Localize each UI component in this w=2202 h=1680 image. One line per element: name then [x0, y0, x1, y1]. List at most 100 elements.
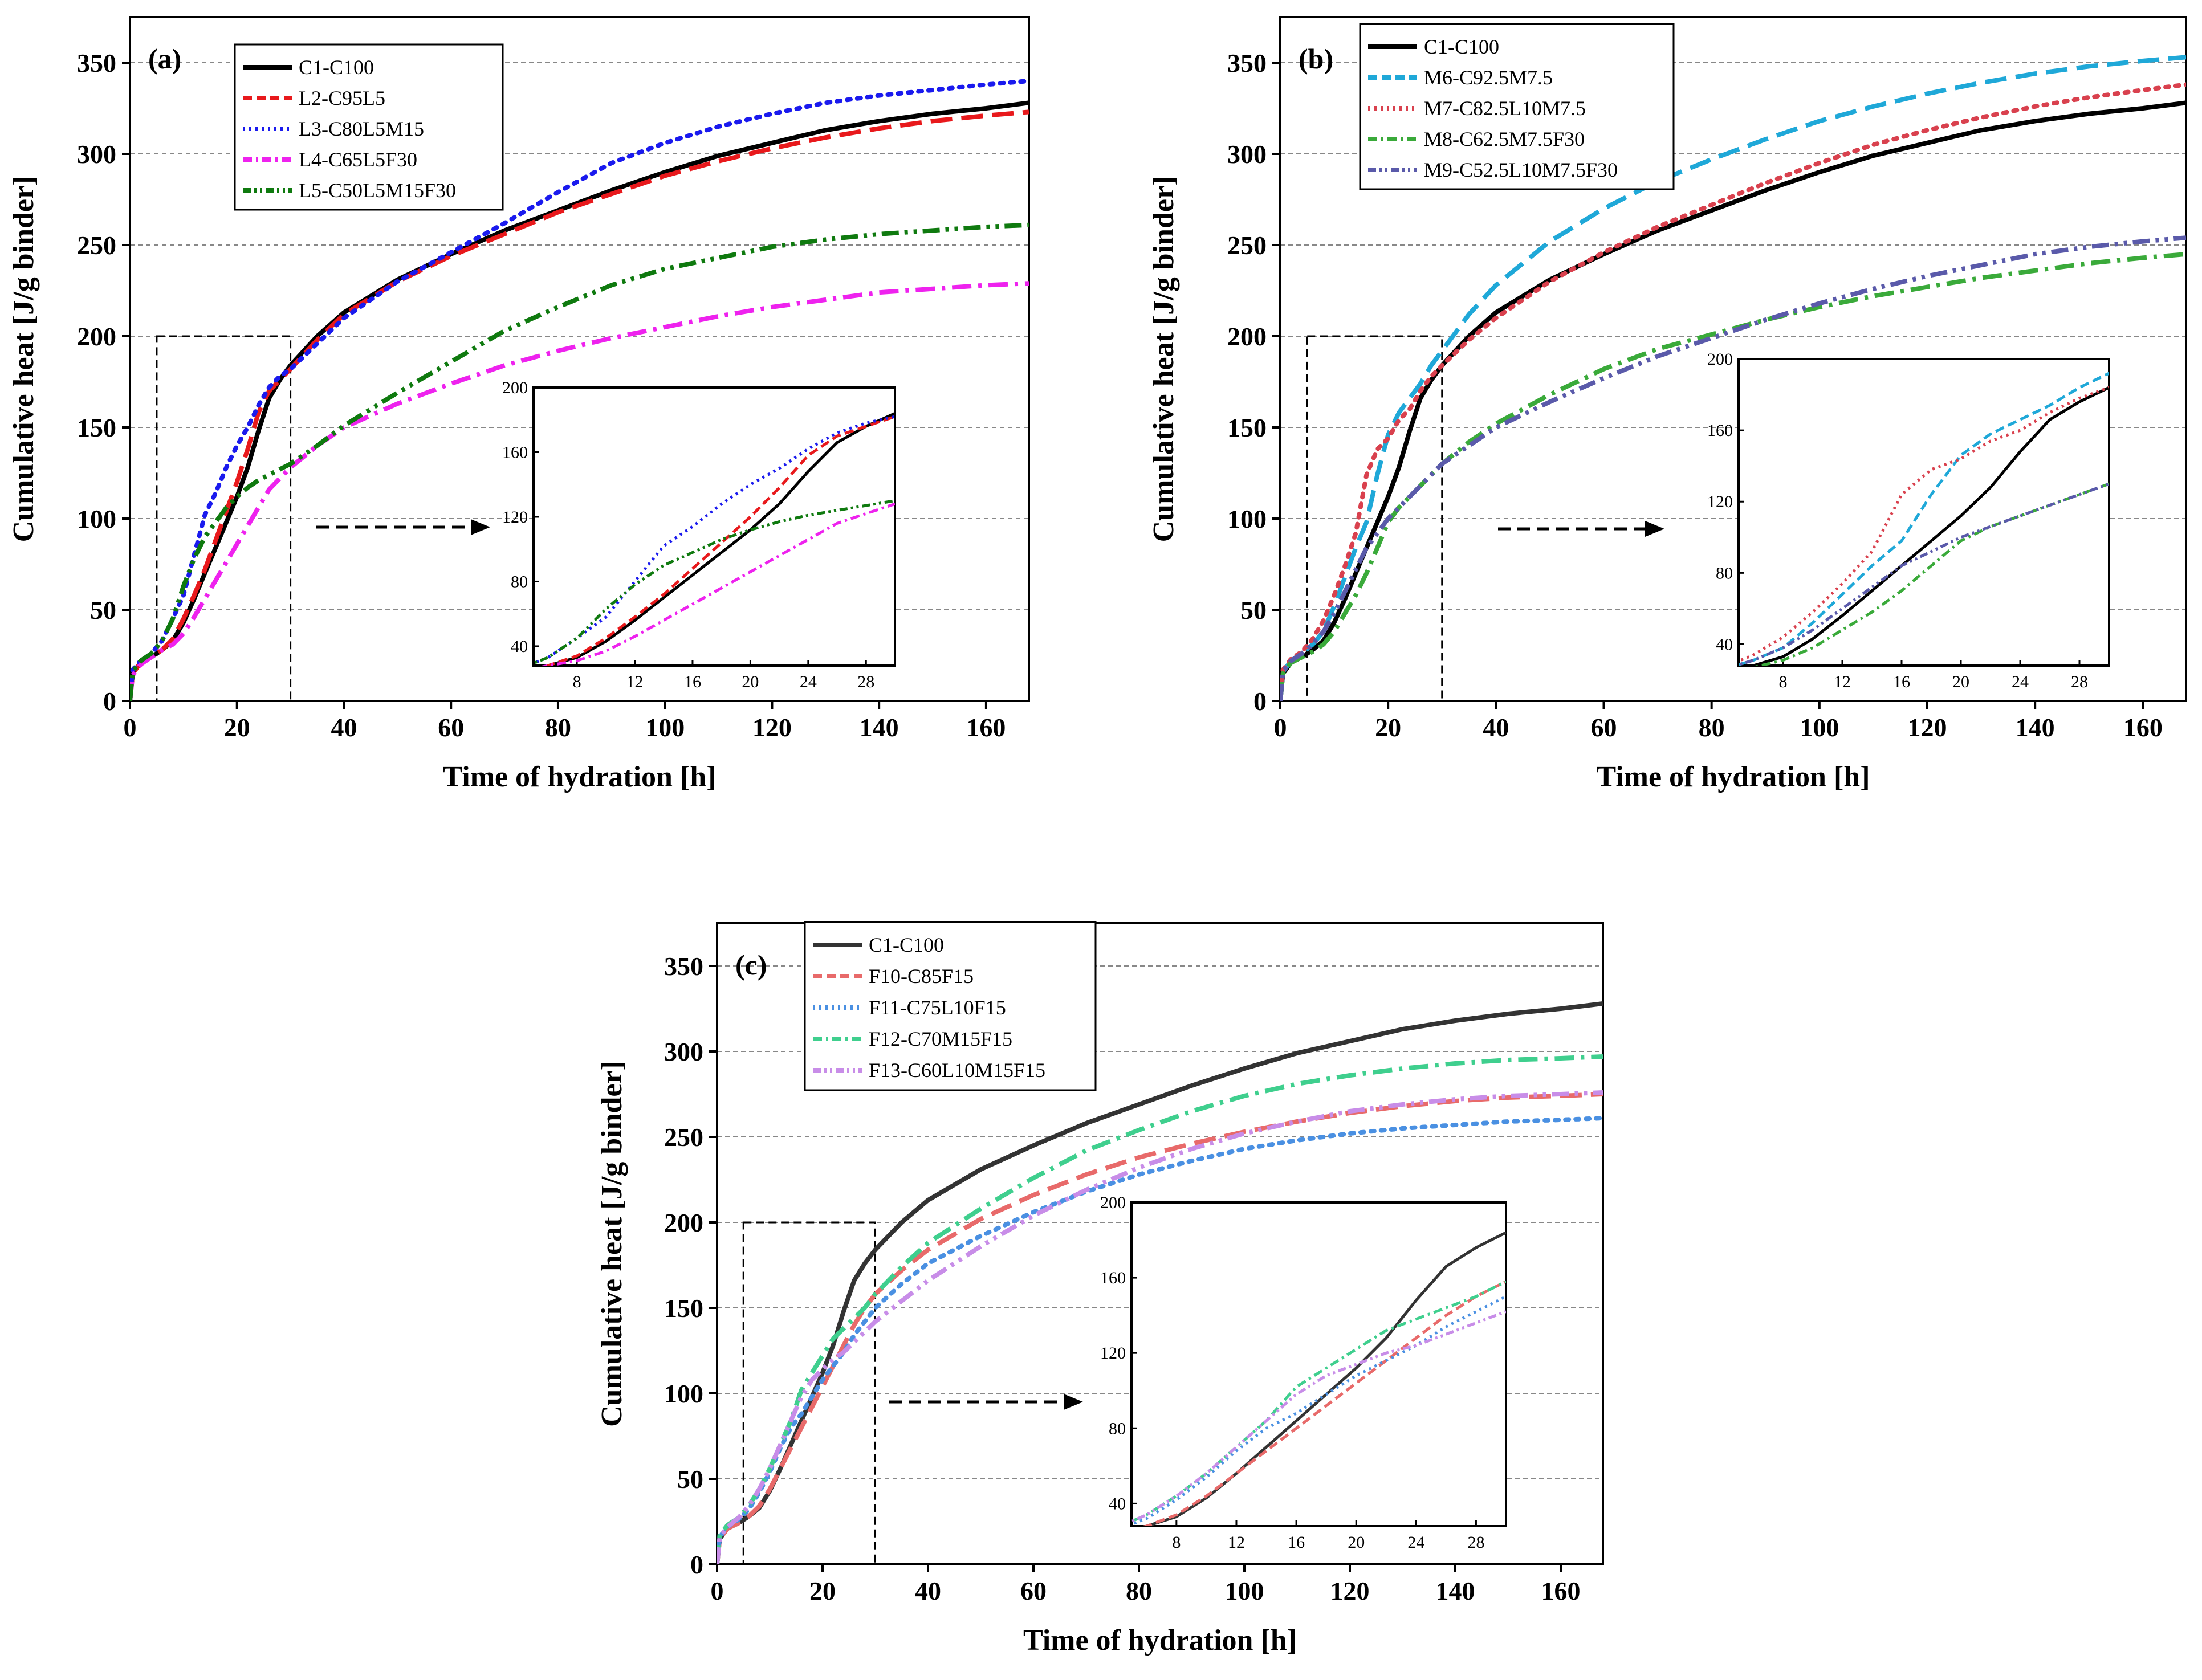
legend-label: C1-C100	[1424, 35, 1499, 58]
series-line-5	[130, 222, 1029, 701]
chart-panel-2: 0 20 40 60 80 100 120 140 160 0 50 100 150 200 250 300 3…	[1147, 16, 2187, 793]
x-tick-label: 0	[711, 1576, 724, 1605]
inset-series-line-1	[1747, 386, 2109, 666]
y-tick-label: 50	[1240, 596, 1267, 625]
x-tick-label: 80	[1126, 1576, 1152, 1605]
inset-panel: 8 12 16 20 24 28 40 80 120 160 200	[1707, 350, 2110, 691]
y-tick-label: 200	[77, 322, 116, 351]
y-tick-label: 50	[677, 1465, 703, 1494]
inset-y-tick-label: 160	[1100, 1269, 1126, 1287]
inset-y-tick-label: 200	[1707, 350, 1733, 369]
inset-series-line-5	[1131, 1310, 1506, 1523]
inset-series-line-1	[1141, 1231, 1506, 1526]
y-tick-label: 0	[690, 1550, 703, 1579]
inset-y-tick-label: 40	[1109, 1494, 1126, 1513]
inset-x-tick-label: 12	[626, 672, 644, 691]
inset-x-tick-label: 16	[1288, 1533, 1305, 1552]
y-tick-label: 350	[664, 952, 703, 981]
y-tick-label: 350	[1227, 48, 1267, 78]
legend-label: M8-C62.5M7.5F30	[1424, 128, 1585, 150]
legend-box	[804, 921, 1097, 1091]
inset-y-tick-label: 200	[502, 378, 528, 397]
x-axis-title: Time of hydration [h]	[1596, 761, 1870, 793]
x-tick-label: 0	[1274, 713, 1287, 742]
x-tick-label: 160	[1541, 1576, 1581, 1605]
x-tick-label: 120	[1330, 1576, 1370, 1605]
x-tick-label: 40	[1483, 713, 1509, 742]
x-tick-label: 160	[2123, 713, 2163, 742]
y-tick-label: 150	[1227, 413, 1267, 442]
legend-label: C1-C100	[299, 56, 374, 79]
inset-panel: 8 12 16 20 24 28 40 80 120 160 200	[502, 378, 896, 691]
x-tick-label: 40	[915, 1576, 941, 1605]
y-tick-label: 300	[664, 1037, 703, 1066]
y-tick-label: 250	[77, 231, 116, 260]
panel-label: (a)	[148, 43, 181, 75]
inset-series-line-5	[534, 499, 895, 665]
inset-frame	[532, 386, 896, 667]
legend-label: M6-C92.5M7.5	[1424, 66, 1553, 89]
legend-label: M9-C52.5L10M7.5F30	[1424, 158, 1618, 181]
inset-y-tick-label: 40	[511, 637, 528, 656]
x-tick-label: 100	[1800, 713, 1839, 742]
inset-x-tick-label: 8	[1779, 672, 1788, 691]
inset-y-tick-label: 120	[1100, 1344, 1126, 1363]
y-tick-label: 100	[1227, 504, 1267, 533]
x-tick-label: 40	[331, 713, 357, 742]
x-tick-label: 80	[545, 713, 571, 742]
series-line-2	[717, 1092, 1603, 1564]
y-tick-label: 0	[1253, 687, 1267, 716]
inset-x-tick-label: 28	[2071, 672, 2088, 691]
inset-x-tick-label: 24	[800, 672, 817, 691]
y-tick-label: 150	[77, 413, 116, 442]
inset-y-tick-label: 160	[502, 443, 528, 462]
legend-label: M7-C82.5L10M7.5	[1424, 97, 1586, 120]
panel-label: (b)	[1299, 43, 1333, 75]
inset-x-tick-label: 28	[1467, 1533, 1484, 1552]
series-line-4	[1280, 252, 2186, 701]
x-tick-label: 20	[1375, 713, 1401, 742]
inset-series-line-2	[541, 415, 895, 666]
y-tick-label: 200	[664, 1208, 703, 1237]
y-tick-label: 250	[664, 1123, 703, 1152]
inset-x-tick-label: 8	[1172, 1533, 1181, 1552]
x-axis-title: Time of hydration [h]	[1023, 1624, 1297, 1657]
panel-label: (c)	[735, 949, 767, 981]
inset-frame	[1130, 1201, 1507, 1527]
inset-y-tick-label: 80	[511, 572, 528, 591]
x-axis-title: Time of hydration [h]	[442, 761, 716, 793]
inset-x-tick-label: 24	[1407, 1533, 1424, 1552]
inset-panel: 8 12 16 20 24 28 40 80 120 160 200	[1100, 1193, 1507, 1552]
inset-series-line-3	[534, 415, 895, 665]
x-tick-label: 140	[860, 713, 899, 742]
legend-label: F10-C85F15	[869, 965, 974, 988]
x-tick-label: 100	[1225, 1576, 1264, 1605]
series-line-2	[1280, 55, 2186, 701]
inset-series-line-4	[1131, 1280, 1506, 1523]
y-tick-label: 0	[103, 687, 116, 716]
plot-frame	[716, 922, 1604, 1565]
legend-label: L3-C80L5M15	[299, 117, 424, 140]
x-tick-label: 140	[2016, 713, 2055, 742]
chart-panel-1: 0 20 40 60 80 100 120 140 160 0 50 100 150 200 250 300 3…	[7, 16, 1030, 793]
inset-x-tick-label: 8	[573, 672, 581, 691]
legend: C1-C100 M6-C92.5M7.5 M7-C82.5L10M7.5 M8-C62…	[1359, 23, 1675, 190]
x-tick-label: 140	[1436, 1576, 1475, 1605]
legend-label: F11-C75L10F15	[869, 996, 1006, 1019]
inset-series-line-2	[1141, 1280, 1506, 1526]
zoom-arrow-head	[471, 519, 490, 535]
zoom-box	[742, 1221, 876, 1565]
inset-series-line-3	[1131, 1295, 1506, 1526]
inset-frame	[1737, 358, 2110, 667]
x-tick-label: 20	[809, 1576, 836, 1605]
x-tick-label: 0	[124, 713, 137, 742]
legend-label: L2-C95L5	[299, 87, 385, 109]
inset-x-tick-label: 20	[1348, 1533, 1365, 1552]
y-tick-label: 150	[664, 1294, 703, 1323]
y-tick-label: 200	[1227, 322, 1267, 351]
legend: C1-C100 F10-C85F15 F11-C75L10F15 F12-C70M15…	[804, 921, 1097, 1091]
zoom-arrow-head	[1064, 1394, 1083, 1410]
inset-y-tick-label: 200	[1100, 1193, 1126, 1212]
legend-label: F12-C70M15F15	[869, 1027, 1012, 1050]
